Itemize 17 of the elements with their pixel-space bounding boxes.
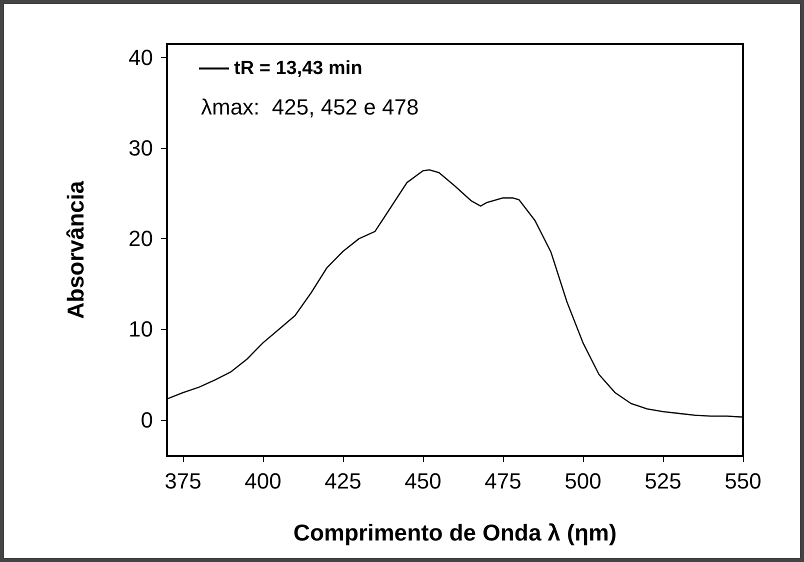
y-tick-label: 20: [128, 226, 153, 252]
y-tick-label: 40: [128, 45, 153, 70]
x-axis-title: Comprimento de Onda λ (ηm): [293, 520, 617, 546]
y-tick-label: 10: [128, 316, 153, 342]
x-tick-label: 500: [564, 468, 602, 494]
y-axis-title: Absorvância: [62, 180, 88, 320]
annotation: λmax: 425, 452 e 478: [201, 94, 419, 120]
x-tick-label: 425: [324, 468, 362, 494]
legend-label: tR = 13,43 min: [234, 58, 362, 79]
x-tick-label: 450: [404, 468, 442, 494]
x-tick-label: 550: [724, 468, 762, 494]
x-tick-label: 375: [164, 468, 202, 494]
y-tick-label: 30: [128, 136, 153, 161]
x-tick-label: 525: [644, 468, 682, 494]
y-tick-label: 0: [140, 407, 153, 432]
x-tick-label: 400: [244, 468, 282, 494]
x-tick-label: 475: [484, 468, 522, 494]
